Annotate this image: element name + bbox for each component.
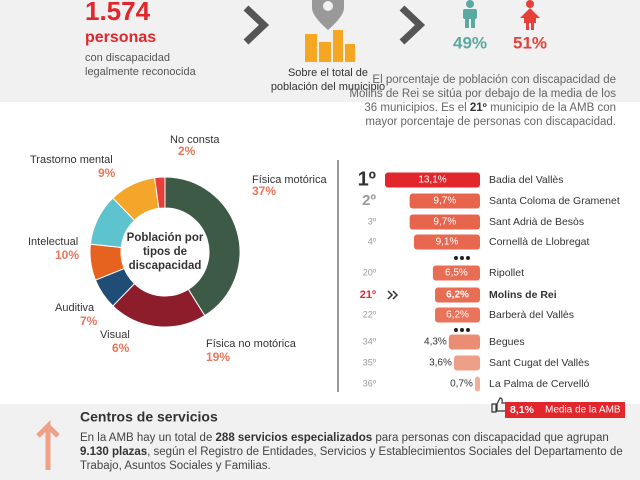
municipio-caption: población del municipio [271,81,385,93]
rank-label: 34º [363,336,377,346]
ellipsis-dot [466,328,470,332]
male-share: 49% [453,33,487,52]
average-name: Media de la AMB [545,405,621,416]
highlight-arrow [387,290,399,300]
chevron [243,5,270,45]
bold-text: 288 servicios especializados [215,432,373,444]
bar-value-label: 4,3% [424,337,447,348]
pie-value-label: 10% [55,248,79,262]
pie-value-label: 37% [252,184,276,198]
pie-label: Visual [100,329,130,341]
female-share: 51% [513,33,547,52]
pie-center-label: discapacidad [129,260,202,272]
pie-value-label: 6% [112,341,130,355]
caption: legalmente reconocida [85,66,197,78]
average-bar [505,402,625,418]
footer-title: Centros de servicios [80,409,218,425]
ellipsis-dot [454,328,458,332]
bar [474,376,480,392]
pie-label: Física no motórica [206,338,297,350]
pie-value-label: 19% [206,350,230,364]
pie-center-label: tipos de [143,246,187,258]
bar-value-label: 6,2% [446,310,469,321]
unit: personas [85,29,156,46]
text: municipio de la AMB con mayor porcentaje… [365,102,616,128]
rank-label: 1º [358,168,376,190]
bar-category-label: Begues [489,336,525,348]
text: En la AMB hay un total de [80,432,216,444]
bar-category-label: Cornellà de Llobregat [489,236,589,248]
municipio-caption: Sobre el total de [288,67,368,79]
total: 1.574 [85,0,151,26]
female-icon [520,0,540,30]
building-icon [305,30,355,62]
average-value-label: 8,1% [510,404,535,416]
pie-label: No consta [170,134,220,146]
rank-label: 20º [363,267,377,277]
bar [435,287,480,303]
bar-value-label: 6,5% [445,268,468,279]
bar-category-label: Barberà del Vallès [489,309,574,321]
bar [385,172,480,188]
pie-center-label: Población por [127,232,204,244]
bar-value-label: 0,7% [450,379,473,390]
rank-label: 35º [363,357,377,367]
bold-text: 21º [469,102,487,114]
bar [409,193,480,209]
summary: El porcentaje de población con discapaci… [340,73,616,129]
bar [414,234,480,250]
bar [409,214,480,230]
rank-label: 2º [362,192,376,209]
bar-value-label: 9,1% [436,237,459,248]
male-icon [463,0,477,28]
rank-label: 22º [363,309,377,319]
bar-value-label: 9,7% [433,217,456,228]
text: , según el Registro de Entidades, Servic… [80,446,623,472]
footer-text: En la AMB hay un total de 288 servicios … [80,431,625,473]
pie-value-label: 7% [80,314,98,328]
bar [453,355,480,371]
pin [312,0,344,30]
bar-category-label: Molins de Rei [489,289,557,301]
ellipsis-dot [466,256,470,260]
bar-category-label: Badia del Vallès [489,174,564,186]
bar-category-label: Santa Coloma de Gramenet [489,195,620,207]
bar-category-label: Ripollet [489,267,524,279]
rank-label: 3º [368,216,377,226]
bar [432,265,480,281]
pie-value-label: 9% [98,166,116,180]
bar-category-label: Sant Cugat del Vallès [489,357,589,369]
rank-label: 4º [368,236,377,246]
bar-category-label: Sant Adrià de Besòs [489,216,584,228]
ellipsis-dot [460,328,464,332]
arrow-icon [36,419,60,470]
rank-label: 21º [360,289,376,301]
pie-label: Física motórica [252,174,327,186]
pie-slice [153,176,166,209]
pin-hole [323,1,333,11]
top-band-slant [0,60,640,102]
bar-value-label: 6,2% [446,290,469,301]
pie-label: Trastorno mental [30,154,113,166]
bar-category-label: La Palma de Cervelló [489,378,590,390]
pie-label: Auditiva [55,302,95,314]
rank-label: 36º [363,378,377,388]
bar [435,307,480,323]
bar-value-label: 9,7% [433,196,456,207]
caption: con discapacidad [85,52,170,64]
pie-label: Intelectual [28,236,78,248]
ellipsis-dot [454,256,458,260]
chevron [399,5,426,45]
bold-text: 9.130 plazas [80,446,148,458]
pie-value-label: 2% [178,144,196,158]
bar-value-label: 3,6% [429,358,452,369]
bar-value-label: 13,1% [418,175,446,186]
text: para personas con discapacidad que agrup… [372,432,609,444]
text: El porcentaje de población con discapaci… [349,74,616,114]
ellipsis-dot [460,256,464,260]
pie-slice [164,176,241,317]
bar [448,334,480,350]
